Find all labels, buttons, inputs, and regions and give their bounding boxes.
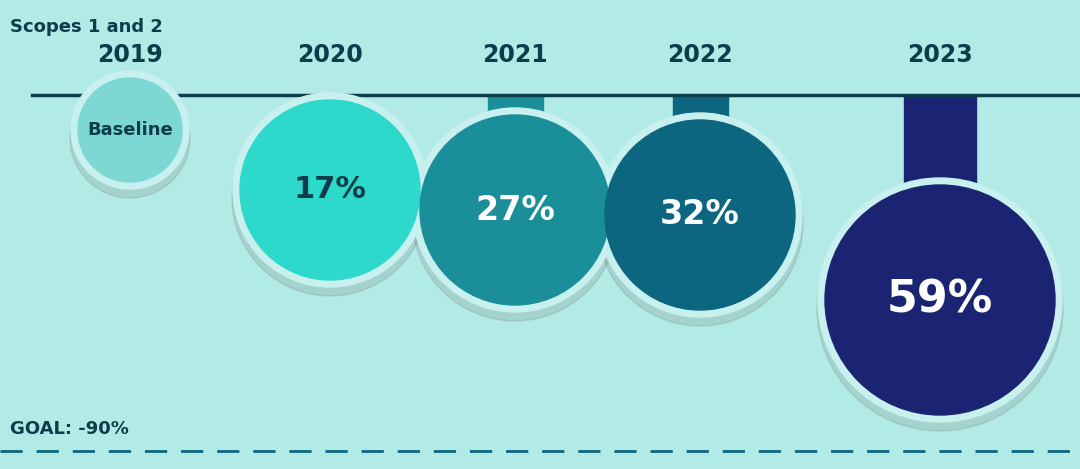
Circle shape [818,178,1062,422]
Text: 27%: 27% [475,194,555,227]
Bar [904,95,976,185]
Circle shape [605,120,795,310]
Text: 2022: 2022 [667,43,733,67]
Circle shape [240,100,420,280]
Bar [487,95,542,115]
Circle shape [232,100,428,296]
Text: 59%: 59% [887,279,994,322]
Bar [302,95,357,100]
Circle shape [70,78,190,198]
Text: 2019: 2019 [97,43,163,67]
Circle shape [78,78,183,182]
Text: Scopes 1 and 2: Scopes 1 and 2 [10,18,163,36]
Circle shape [598,113,802,317]
Circle shape [233,93,427,287]
Circle shape [71,71,189,189]
Text: 2021: 2021 [482,43,548,67]
Text: 2020: 2020 [297,43,363,67]
Circle shape [413,108,617,312]
Circle shape [825,185,1055,415]
Bar [673,95,728,120]
Circle shape [597,120,804,326]
Circle shape [411,115,618,321]
Text: 2023: 2023 [907,43,973,67]
Circle shape [816,185,1063,431]
Text: 32%: 32% [660,198,740,232]
Circle shape [420,115,610,305]
Text: Baseline: Baseline [87,121,173,139]
Text: 17%: 17% [294,175,366,204]
Text: GOAL: -90%: GOAL: -90% [10,420,129,438]
